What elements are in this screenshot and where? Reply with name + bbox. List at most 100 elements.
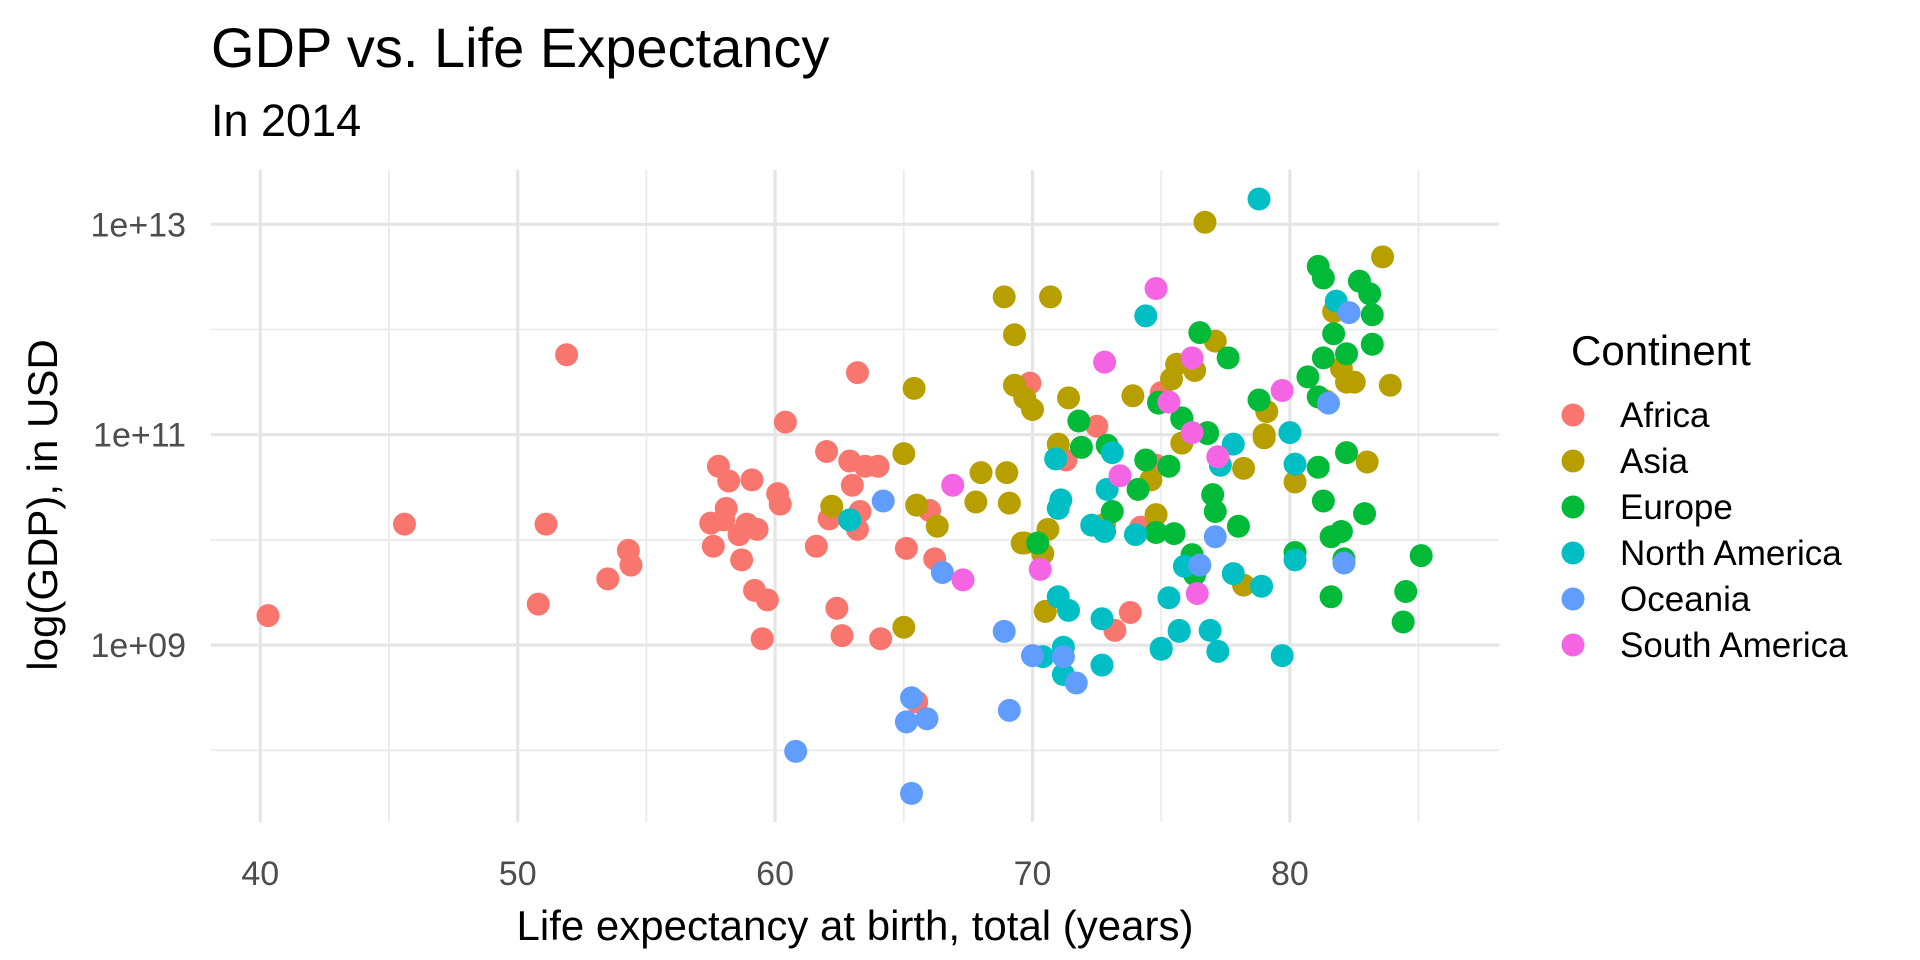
data-point — [1283, 470, 1307, 494]
data-point — [925, 514, 949, 538]
data-point — [596, 567, 620, 591]
data-point — [740, 468, 764, 492]
data-point — [1360, 332, 1384, 356]
data-point — [1358, 282, 1382, 306]
data-point — [1028, 557, 1052, 581]
data-point — [995, 461, 1019, 485]
data-point — [997, 698, 1021, 722]
data-point — [701, 534, 725, 558]
data-point — [750, 627, 774, 651]
data-point — [1090, 607, 1114, 631]
data-point — [1203, 499, 1227, 523]
data-point — [902, 376, 926, 400]
data-point — [1306, 455, 1330, 479]
data-point — [1100, 499, 1124, 523]
data-point — [1203, 525, 1227, 549]
data-point — [1118, 600, 1142, 624]
data-point — [1093, 350, 1117, 374]
data-point — [951, 568, 975, 592]
data-point — [745, 517, 769, 541]
data-point — [1391, 610, 1415, 634]
data-point — [1090, 653, 1114, 677]
x-tick-label: 50 — [499, 855, 537, 893]
legend-key-icon — [1561, 633, 1585, 657]
data-point — [1283, 452, 1307, 476]
x-tick-label: 60 — [756, 855, 794, 893]
data-point — [1193, 210, 1217, 234]
data-points — [256, 187, 1433, 805]
data-point — [1093, 519, 1117, 543]
data-point — [825, 596, 849, 620]
data-point — [1360, 303, 1384, 327]
x-axis-ticks: 40 50 60 70 80 — [241, 855, 1308, 893]
data-point — [845, 361, 869, 385]
data-point — [1021, 644, 1044, 668]
data-point — [1278, 421, 1302, 445]
data-point — [526, 592, 550, 616]
data-point — [1188, 321, 1212, 345]
legend-key-icon — [1561, 449, 1585, 473]
data-point — [1149, 637, 1173, 661]
data-point — [1067, 409, 1091, 433]
data-point — [1311, 266, 1335, 290]
y-tick-label: 1e+13 — [91, 206, 187, 244]
data-point — [866, 454, 890, 478]
data-point — [1180, 421, 1204, 445]
data-point — [1162, 522, 1186, 546]
data-point — [1353, 502, 1377, 526]
legend-label: Africa — [1620, 396, 1710, 435]
data-point — [1322, 322, 1346, 346]
data-point — [1206, 445, 1230, 469]
data-point — [619, 553, 643, 577]
data-point — [717, 469, 741, 493]
data-point — [1319, 585, 1343, 609]
data-point — [930, 561, 954, 585]
legend-label: Asia — [1620, 442, 1689, 481]
data-point — [1296, 365, 1320, 389]
data-point — [892, 442, 916, 466]
data-point — [871, 489, 895, 513]
data-point — [1198, 618, 1222, 642]
data-point — [1201, 483, 1225, 507]
data-point — [1188, 553, 1212, 577]
legend-key-icon — [1561, 403, 1585, 427]
data-point — [1270, 644, 1294, 668]
series-africa — [256, 343, 1173, 714]
data-point — [1144, 503, 1168, 527]
data-point — [1332, 551, 1356, 575]
data-point — [804, 534, 828, 558]
data-point — [1283, 548, 1307, 572]
data-point — [1085, 414, 1109, 438]
data-point — [1335, 342, 1359, 366]
data-point — [1185, 582, 1209, 606]
series-south-america — [941, 276, 1294, 606]
data-point — [1221, 562, 1245, 586]
legend-item-europe: Europe — [1561, 488, 1733, 527]
legend-item-asia: Asia — [1561, 442, 1689, 481]
data-point — [969, 461, 993, 485]
data-point — [992, 285, 1016, 309]
data-point — [712, 508, 736, 532]
legend-label: Europe — [1620, 488, 1733, 527]
x-axis-label: Life expectancy at birth, total (years) — [517, 902, 1194, 949]
data-point — [755, 588, 779, 612]
data-point — [1180, 346, 1204, 370]
data-point — [838, 508, 862, 532]
data-point — [905, 493, 929, 517]
legend-label: South America — [1620, 626, 1848, 665]
y-axis-label: log(GDP), in USD — [19, 339, 66, 670]
data-point — [992, 619, 1016, 643]
data-point — [1100, 441, 1124, 465]
data-point — [830, 624, 854, 648]
data-point — [1121, 384, 1145, 408]
data-point — [894, 710, 918, 734]
data-point — [815, 440, 839, 464]
data-point — [1167, 619, 1191, 643]
data-point — [1134, 448, 1158, 472]
data-point — [1157, 390, 1181, 414]
data-point — [1144, 521, 1168, 545]
legend-key-icon — [1561, 587, 1585, 611]
data-point — [1216, 346, 1240, 370]
data-point — [1206, 639, 1230, 663]
